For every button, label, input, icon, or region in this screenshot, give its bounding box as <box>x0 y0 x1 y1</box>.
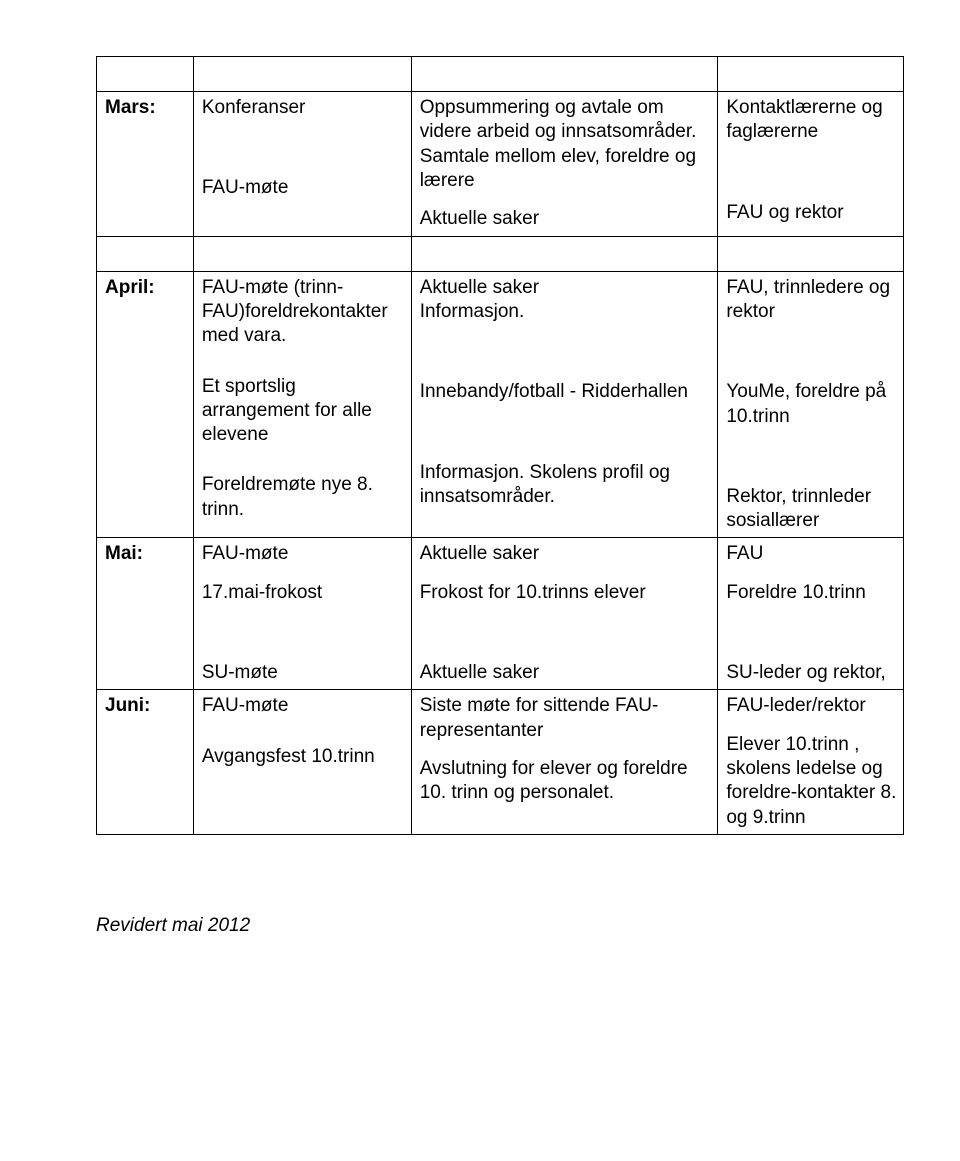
text: Frokost for 10.trinns elever <box>420 581 712 605</box>
text: YouMe, foreldre på 10.trinn <box>726 380 897 429</box>
text: Avslutning for elever og foreldre 10. tr… <box>420 757 712 806</box>
text: Innebandy/fotball - Ridderhallen <box>420 380 712 404</box>
text: Elever 10.trinn , skolens ledelse og for… <box>726 733 897 830</box>
table-row <box>97 236 904 271</box>
text: Konferanser <box>202 96 405 120</box>
text: Avgangsfest 10.trinn <box>202 745 405 769</box>
table-row: Mai: FAU-møte 17.mai-frokost SU-møte Akt… <box>97 538 904 690</box>
text: Et sportslig arrangement for alle eleven… <box>202 375 405 448</box>
text: FAU-møte <box>202 542 405 566</box>
table-row: Mars: Konferanser FAU-møte Oppsummering … <box>97 92 904 237</box>
cell: Siste møte for sittende FAU-representant… <box>411 690 718 835</box>
text: Informasjon. <box>420 300 712 324</box>
text: FAU-møte (trinn-FAU)foreldrekontakter me… <box>202 276 405 349</box>
schedule-table: Mars: Konferanser FAU-møte Oppsummering … <box>96 56 904 835</box>
cell: FAU, trinnledere og rektor YouMe, foreld… <box>718 271 904 538</box>
text: FAU, trinnledere og rektor <box>726 276 897 325</box>
text: Kontaktlærerne og faglærerne <box>726 96 897 145</box>
text: FAU-leder/rektor <box>726 694 897 718</box>
cell: Aktuelle saker Frokost for 10.trinns ele… <box>411 538 718 690</box>
cell: Aktuelle saker Informasjon. Innebandy/fo… <box>411 271 718 538</box>
cell: FAU-leder/rektor Elever 10.trinn , skole… <box>718 690 904 835</box>
month-cell: Mars: <box>97 92 194 237</box>
text: FAU-møte <box>202 694 405 718</box>
table-row <box>97 57 904 92</box>
table-row: Juni: FAU-møte Avgangsfest 10.trinn Sist… <box>97 690 904 835</box>
month-cell: Juni: <box>97 690 194 835</box>
text: Rektor, trinnleder sosiallærer <box>726 485 897 534</box>
text: 17.mai-frokost <box>202 581 405 605</box>
text: Informasjon. Skolens profil og innsatsom… <box>420 461 712 510</box>
text: Foreldre 10.trinn <box>726 581 897 605</box>
text: Oppsummering og avtale om videre arbeid … <box>420 96 712 193</box>
text: Foreldremøte nye 8. trinn. <box>202 473 405 522</box>
text: Aktuelle saker <box>420 207 712 231</box>
text: FAU <box>726 542 897 566</box>
cell: Kontaktlærerne og faglærerne FAU og rekt… <box>718 92 904 237</box>
footer-text: Revidert mai 2012 <box>96 915 904 937</box>
text: Aktuelle saker <box>420 276 712 300</box>
text: SU-leder og rektor, <box>726 661 897 685</box>
text: SU-møte <box>202 661 405 685</box>
cell: FAU Foreldre 10.trinn SU-leder og rektor… <box>718 538 904 690</box>
text: Aktuelle saker <box>420 542 712 566</box>
text: FAU og rektor <box>726 201 897 225</box>
table-row: April: FAU-møte (trinn-FAU)foreldrekonta… <box>97 271 904 538</box>
cell: FAU-møte 17.mai-frokost SU-møte <box>193 538 411 690</box>
text: FAU-møte <box>202 176 405 200</box>
cell: FAU-møte Avgangsfest 10.trinn <box>193 690 411 835</box>
text: Siste møte for sittende FAU-representant… <box>420 694 712 743</box>
cell: Oppsummering og avtale om videre arbeid … <box>411 92 718 237</box>
month-cell: April: <box>97 271 194 538</box>
text: Aktuelle saker <box>420 661 712 685</box>
cell: FAU-møte (trinn-FAU)foreldrekontakter me… <box>193 271 411 538</box>
month-cell: Mai: <box>97 538 194 690</box>
cell: Konferanser FAU-møte <box>193 92 411 237</box>
